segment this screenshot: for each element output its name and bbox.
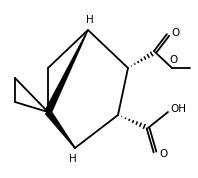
Text: O: O: [170, 55, 178, 65]
Text: OH: OH: [170, 104, 186, 114]
Text: H: H: [69, 154, 77, 164]
Text: H: H: [86, 15, 94, 25]
Polygon shape: [46, 110, 75, 148]
Text: O: O: [159, 149, 167, 159]
Text: O: O: [172, 28, 180, 38]
Polygon shape: [45, 30, 88, 113]
